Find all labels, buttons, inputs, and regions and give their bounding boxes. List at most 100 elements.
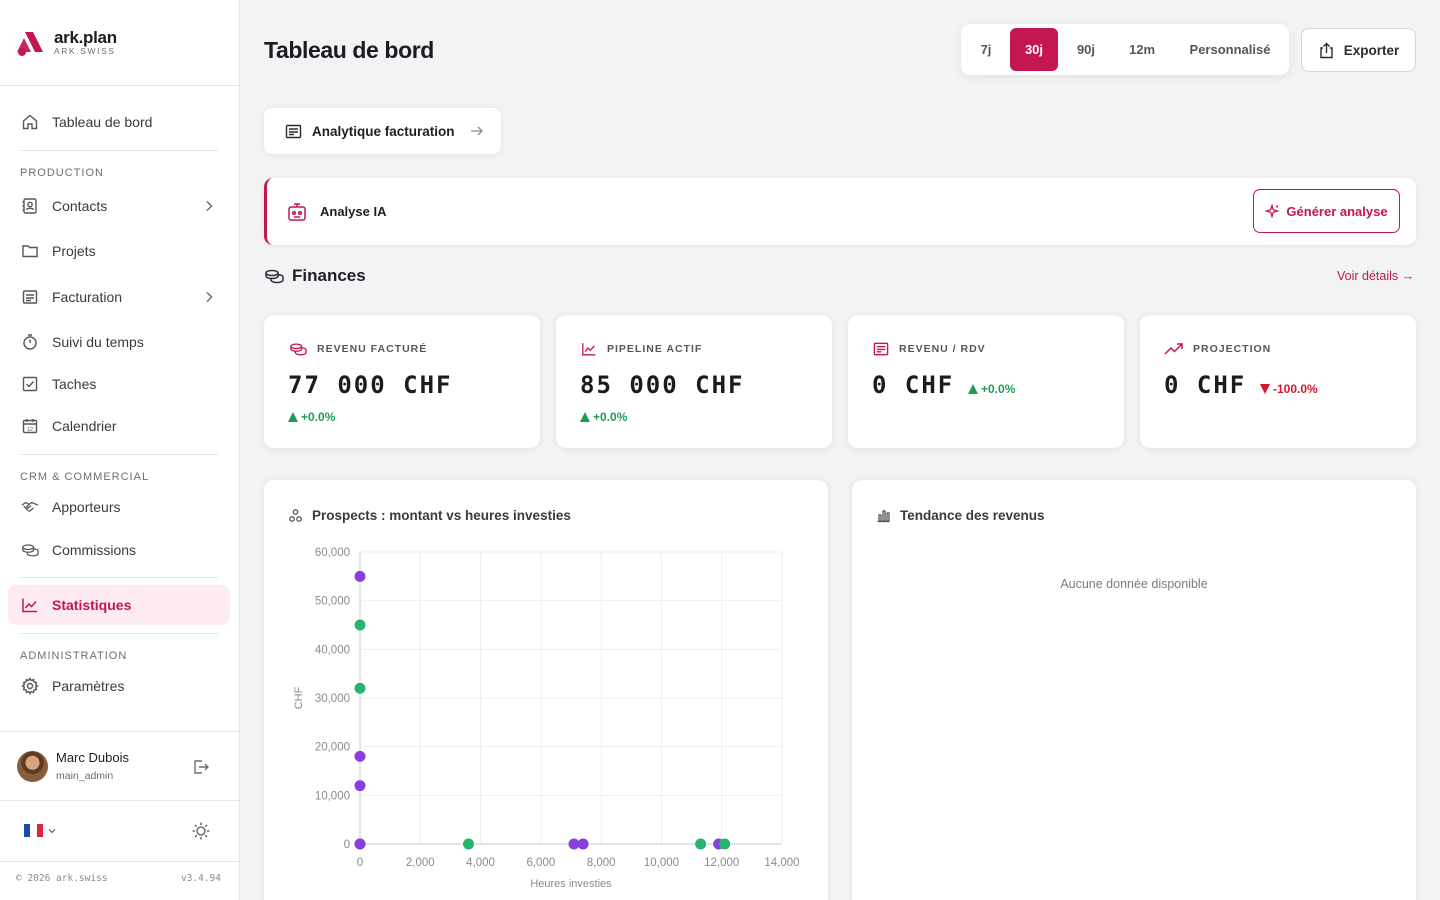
scatter-point[interactable] [354,619,366,631]
divider [20,454,218,455]
scatter-point[interactable] [568,838,580,850]
scatter-icon [289,509,302,522]
kpi-value: 85 000 CHF [580,371,745,399]
range-90j[interactable]: 90j [1076,42,1096,57]
range-12m[interactable]: 12m [1128,42,1156,57]
calendar-icon: 12 [21,417,39,435]
chart-title: Prospects : montant vs heures investies [288,508,571,523]
contacts-icon [21,197,39,215]
view-details-link[interactable]: Voir détails → [1337,269,1415,283]
sidebar-item-parametres[interactable]: Paramètres [8,666,230,706]
kpi-label: PROJECTION [1193,343,1272,355]
ai-analysis-card: Analyse IA Générer analyse [264,178,1416,245]
arrow-right-icon [470,126,483,136]
sidebar-item-projets[interactable]: Projets [8,231,230,271]
range-7j[interactable]: 7j [980,42,992,57]
brand[interactable]: ark.plan ARK.SWISS [0,0,239,86]
kpi-value: 0 CHF [872,371,955,399]
kpi-label: PIPELINE ACTIF [607,343,703,355]
user-role: main_admin [56,770,114,782]
chevron-right-icon [206,291,213,303]
folder-icon [21,242,39,260]
kpi-label: REVENU / RDV [899,343,986,355]
sidebar-item-contacts[interactable]: Contacts [8,186,230,226]
bar-chart-icon [877,510,890,523]
export-button[interactable]: Exporter [1301,28,1416,72]
kpi-delta: +0.0% [288,410,335,424]
empty-state-message: Aucune donnée disponible [1060,577,1208,591]
finances-title: Finances [292,266,366,285]
sidebar-item-suivi-temps[interactable]: Suivi du temps [8,322,230,362]
billing-analytics-link[interactable]: Analytique facturation [264,108,501,154]
chevron-down-icon [48,828,56,833]
kpi-value: 77 000 CHF [288,371,453,399]
sidebar-item-label: Contacts [52,198,108,214]
kpi-delta-value: +0.0% [593,410,628,424]
prospects-scatter-card: Prospects : montant vs heures investies … [264,480,828,900]
kpi-delta-value: -100.0% [1273,382,1318,396]
coins-icon [21,541,39,559]
chevron-right-icon [206,200,213,212]
chart-line-icon [582,343,596,356]
sidebar-item-label: Taches [52,376,97,392]
scatter-point[interactable] [577,838,589,850]
scatter-point[interactable] [695,838,707,850]
kpi-header: REVENU / RDV [872,341,986,357]
sidebar-item-label: Apporteurs [52,499,121,515]
avatar[interactable] [17,751,48,782]
x-tick-label: 2,000 [406,857,435,869]
copyright: © 2026 ark.swiss [16,873,108,884]
kpi-header: PROJECTION [1164,341,1271,357]
kpi-delta-value: +0.0% [981,382,1016,396]
kpi-delta: +0.0% [580,410,627,424]
billing-link-label: Analytique facturation [312,123,455,139]
sidebar-item-label: Suivi du temps [52,334,144,350]
page-title: Tableau de bord [264,37,434,63]
share-icon [1320,42,1333,58]
y-tick-label: 30,000 [315,693,350,705]
x-tick-label: 12,000 [704,857,739,869]
kpi-card-pipeline: PIPELINE ACTIF 85 000 CHF +0.0% [556,315,832,448]
sidebar-item-taches[interactable]: Taches [8,364,230,404]
scatter-point[interactable] [463,838,475,850]
finances-heading: Finances [264,266,366,286]
section-admin: ADMINISTRATION [20,650,128,662]
x-tick-label: 4,000 [466,857,495,869]
kpi-delta-value: +0.0% [301,410,336,424]
generate-analysis-button[interactable]: Générer analyse [1253,189,1400,233]
kpi-delta: -100.0% [1260,382,1318,396]
gear-icon [21,677,39,695]
scatter-title: Prospects : montant vs heures investies [312,508,571,523]
scatter-point[interactable] [354,682,366,694]
scatter-point[interactable] [354,780,366,792]
trending-up-icon [1164,343,1183,355]
scatter-point[interactable] [354,838,366,850]
range-30j[interactable]: 30j [1010,28,1058,71]
scatter-point[interactable] [354,750,366,762]
sidebar: ark.plan ARK.SWISS Tableau de bord PRODU… [0,0,240,900]
scatter-point[interactable] [354,570,366,582]
sidebar-item-label: Paramètres [52,678,125,694]
kpi-card-revenue-per-meeting: REVENU / RDV 0 CHF +0.0% [848,315,1124,448]
sidebar-item-statistiques[interactable]: Statistiques [8,585,230,625]
divider [20,150,218,151]
sidebar-item-commissions[interactable]: Commissions [8,530,230,570]
sun-icon[interactable] [191,821,211,841]
logout-icon[interactable] [192,758,210,776]
scatter-point[interactable] [719,838,731,850]
sidebar-item-facturation[interactable]: Facturation [8,277,230,317]
sidebar-item-dashboard[interactable]: Tableau de bord [8,102,230,142]
invoice-icon [873,342,889,356]
revenue-trend-card: Tendance des revenus Aucune donnée dispo… [852,480,1416,900]
user-name: Marc Dubois [56,750,129,765]
sidebar-item-label: Facturation [52,289,123,305]
range-custom[interactable]: Personnalisé [1189,42,1271,57]
sidebar-item-label: Tableau de bord [52,114,153,130]
kpi-header: REVENU FACTURÉ [288,341,427,357]
y-tick-label: 40,000 [315,644,350,656]
sidebar-item-apporteurs[interactable]: Apporteurs [8,487,230,527]
sidebar-item-calendrier[interactable]: 12 Calendrier [8,406,230,446]
language-selector[interactable] [24,824,57,837]
kpi-card-projection: PROJECTION 0 CHF -100.0% [1140,315,1416,448]
ai-analysis-label: Analyse IA [320,204,387,219]
